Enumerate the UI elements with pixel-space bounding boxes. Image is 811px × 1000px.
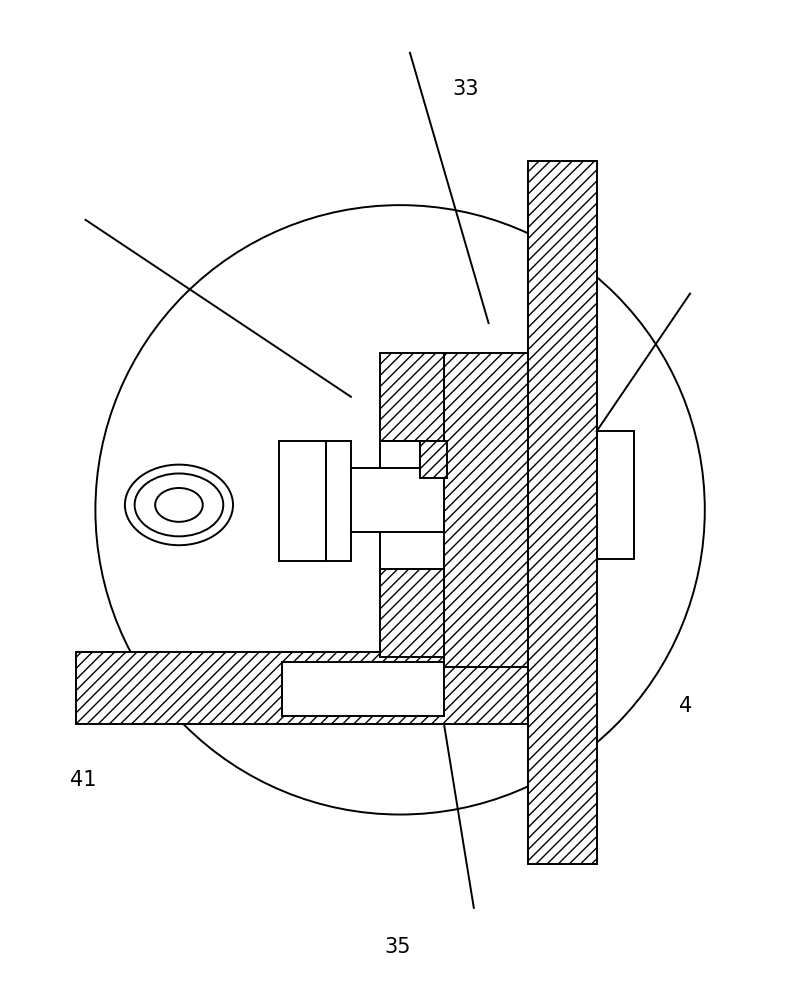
- Text: 4: 4: [678, 696, 691, 716]
- Bar: [380, 353, 444, 441]
- Bar: [382, 443, 442, 567]
- Bar: [596, 431, 633, 559]
- Bar: [75, 652, 527, 724]
- Text: 33: 33: [452, 79, 478, 99]
- Bar: [326, 441, 350, 561]
- Text: 35: 35: [384, 937, 410, 957]
- Bar: [287, 468, 444, 532]
- Bar: [444, 353, 527, 667]
- Text: 41: 41: [70, 770, 96, 790]
- Bar: [281, 662, 444, 716]
- Bar: [75, 652, 527, 724]
- Bar: [527, 161, 596, 864]
- Bar: [380, 569, 444, 657]
- Bar: [419, 441, 447, 478]
- Bar: [419, 441, 447, 478]
- Bar: [380, 569, 444, 657]
- Bar: [527, 161, 596, 864]
- Bar: [279, 441, 326, 561]
- Bar: [444, 353, 527, 667]
- Bar: [380, 353, 444, 441]
